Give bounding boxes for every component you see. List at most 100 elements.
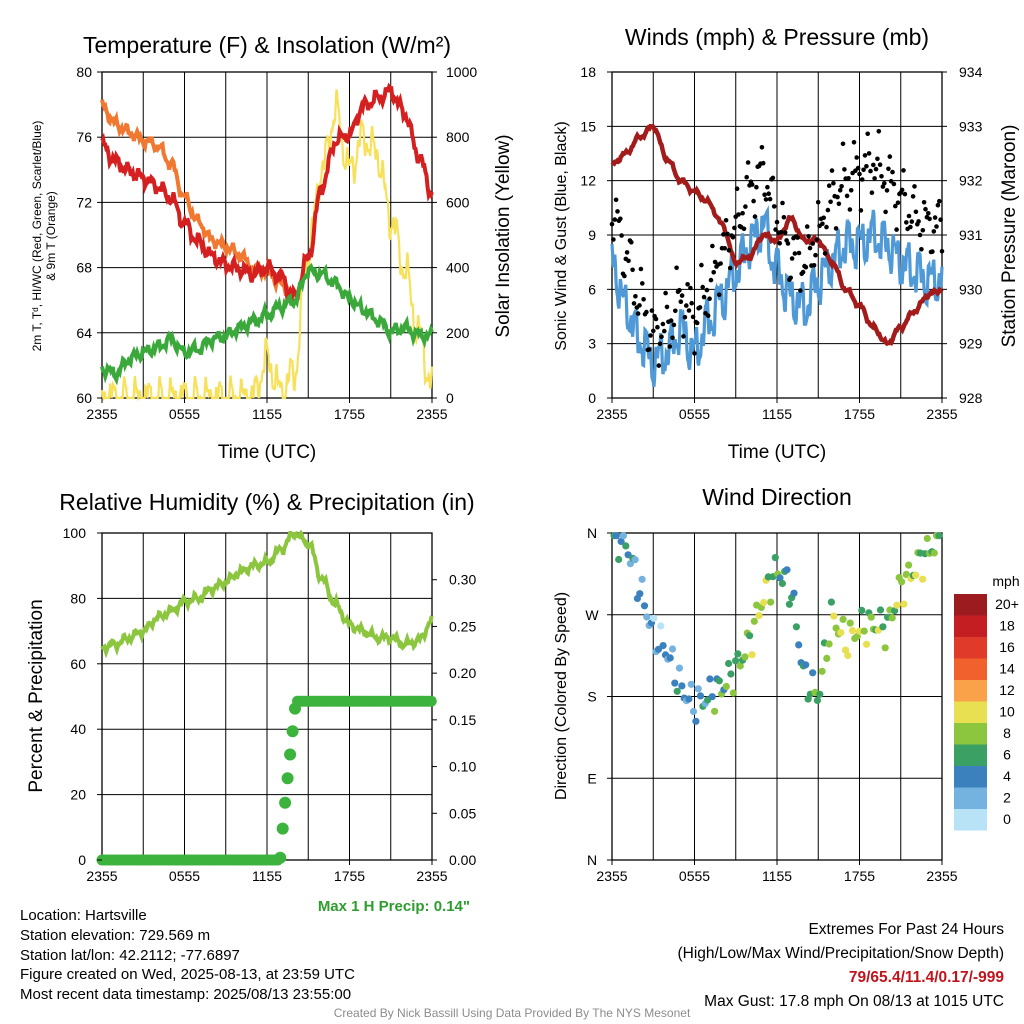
- gust-point: [875, 156, 880, 162]
- insolation-y-label: 600: [446, 194, 470, 210]
- gust-point: [722, 246, 727, 251]
- gust-point: [655, 324, 660, 330]
- gust-point: [688, 285, 693, 291]
- gust-point: [763, 197, 769, 202]
- gust-point: [882, 181, 887, 186]
- gust-point: [629, 240, 634, 245]
- gust-point: [884, 188, 890, 193]
- direction-y-axis-title: Direction (Colored By Speed): [553, 592, 570, 800]
- precip-point: [284, 748, 297, 761]
- legend-label: 8: [1003, 725, 1011, 741]
- direction-point: [727, 670, 735, 678]
- direction-point: [615, 555, 623, 564]
- direction-point: [879, 623, 887, 631]
- gust-point: [624, 250, 630, 255]
- gust-point: [822, 251, 828, 256]
- gust-point: [736, 212, 741, 217]
- gust-point: [824, 224, 829, 230]
- wind-y-label: 6: [588, 281, 596, 297]
- direction-point: [818, 667, 826, 675]
- gust-point: [906, 213, 912, 219]
- legend-label: 6: [1003, 747, 1011, 763]
- gust-point: [857, 171, 862, 177]
- gust-point: [765, 184, 770, 190]
- gust-point: [858, 208, 864, 213]
- legend-swatch: [954, 766, 987, 788]
- gust-point: [640, 281, 645, 286]
- gust-point: [919, 247, 924, 252]
- direction-point: [612, 532, 621, 540]
- direction-point: [767, 598, 775, 606]
- insolation-y-label: 1000: [446, 64, 477, 80]
- gust-point: [815, 199, 821, 205]
- direction-point: [816, 690, 824, 698]
- gust-point: [879, 174, 884, 179]
- info-created: Figure created on Wed, 2025-08-13, at 23…: [20, 966, 355, 984]
- direction-y-label: E: [587, 770, 596, 786]
- temp-y-label: 68: [76, 260, 92, 276]
- direction-point: [827, 598, 836, 606]
- gust-point: [810, 241, 815, 246]
- gust-point: [741, 226, 747, 232]
- gust-point: [851, 140, 857, 145]
- direction-point: [687, 680, 695, 688]
- nine-meter-temp-line: [100, 99, 296, 299]
- x-tick-label: 1155: [252, 868, 282, 884]
- gust-point: [668, 318, 674, 323]
- gust-point: [826, 183, 832, 188]
- gust-point: [673, 308, 678, 314]
- legend-swatch: [954, 723, 987, 745]
- x-tick-label: 1755: [844, 868, 875, 884]
- x-tick-label: 2355: [416, 868, 447, 884]
- x-tick-label: 1755: [334, 406, 365, 422]
- direction-point: [689, 707, 698, 716]
- temp-x-axis-title: Time (UTC): [218, 442, 317, 463]
- gust-point: [848, 188, 854, 193]
- gust-point: [626, 258, 631, 264]
- gust-point: [877, 162, 883, 167]
- gust-point: [660, 321, 666, 327]
- gust-point: [932, 215, 938, 220]
- gust-point: [807, 245, 813, 251]
- gust-point: [836, 201, 842, 207]
- direction-y-label: S: [587, 689, 596, 705]
- direction-point: [685, 695, 693, 703]
- temp-y-axis-title: 2m T, Tᵈ, HI/WC (Red, Green, Scarlet/Blu…: [30, 121, 44, 352]
- direction-point: [919, 575, 927, 583]
- direction-point: [622, 542, 630, 550]
- wind-x-axis-title: Time (UTC): [728, 442, 827, 463]
- direction-point: [848, 627, 857, 635]
- wind-y-label: 0: [588, 390, 596, 406]
- insolation-y-label: 800: [446, 129, 470, 145]
- direction-point: [776, 574, 784, 582]
- extremes-subtitle: (High/Low/Max Wind/Precipitation/Snow De…: [677, 945, 1005, 962]
- gust-point: [619, 233, 624, 238]
- gust-point: [744, 174, 749, 180]
- direction-point: [619, 532, 628, 540]
- direction-point: [732, 657, 740, 665]
- temp-title: Temperature (F) & Insolation (W/m²): [83, 32, 451, 58]
- gust-point: [754, 184, 759, 190]
- gust-point: [760, 160, 766, 166]
- wind-title: Winds (mph) & Pressure (mb): [625, 24, 929, 50]
- gust-point: [618, 216, 623, 222]
- direction-point: [694, 685, 702, 693]
- precip-y-label: 0.15: [449, 712, 476, 728]
- gust-point: [740, 210, 745, 216]
- direction-point: [778, 579, 787, 588]
- gust-point: [701, 294, 707, 300]
- legend-swatch: [954, 637, 987, 659]
- gust-point: [825, 207, 831, 213]
- temp-y-label: 80: [76, 64, 92, 80]
- gust-point: [839, 184, 844, 189]
- gust-point: [803, 264, 809, 270]
- direction-point: [741, 653, 749, 661]
- gust-point: [930, 249, 935, 254]
- rh-y-axis-title: Percent & Precipitation: [26, 599, 47, 792]
- gust-point: [855, 165, 861, 171]
- gust-point: [873, 166, 879, 172]
- direction-point: [715, 677, 723, 685]
- gust-point: [635, 311, 641, 316]
- direction-point: [671, 679, 679, 687]
- legend-swatch: [954, 809, 987, 831]
